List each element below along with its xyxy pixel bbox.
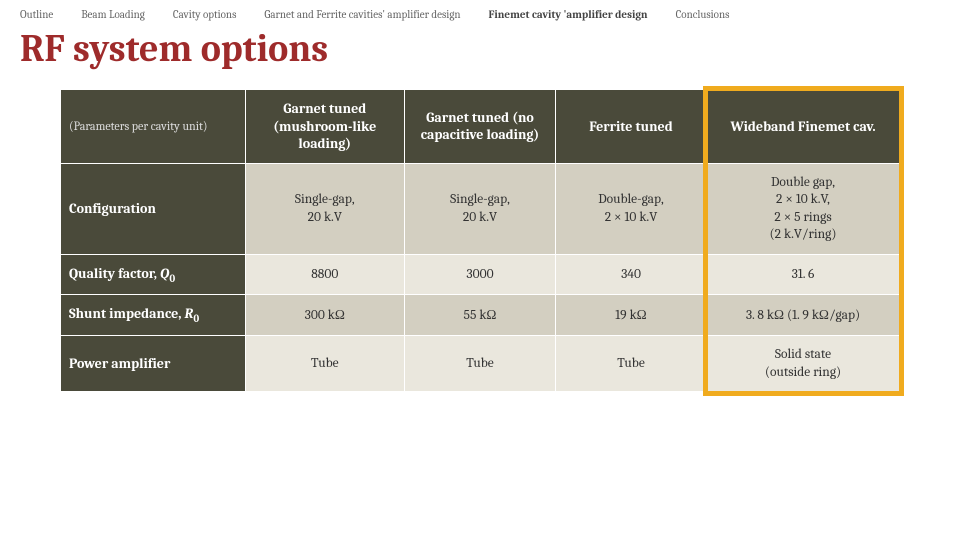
- table-row: Shunt impedance, R0300 kΩ55 kΩ19 kΩ3. 8 …: [61, 295, 900, 336]
- table-row: Quality factor, Q08800300034031. 6: [61, 254, 900, 295]
- table-cell: Double gap,2 × 10 k.V,2 × 5 rings(2 k.V/…: [707, 163, 900, 254]
- nav-item-finemet[interactable]: Finemet cavity 'amplifier design: [475, 8, 662, 21]
- table-cell: Single-gap,20 k.V: [404, 163, 555, 254]
- rf-options-table: (Parameters per cavity unit) Garnet tune…: [60, 89, 900, 392]
- table-cell: Tube: [245, 336, 404, 392]
- col-header-3: Wideband Finemet cav.: [707, 90, 900, 164]
- table-cell: 300 kΩ: [245, 295, 404, 336]
- col-header-1: Garnet tuned (no capacitive loading): [404, 90, 555, 164]
- nav-item-outline[interactable]: Outline: [20, 8, 67, 21]
- row-header: Shunt impedance, R0: [61, 295, 246, 336]
- table-row: ConfigurationSingle-gap,20 k.VSingle-gap…: [61, 163, 900, 254]
- table-cell: Tube: [556, 336, 707, 392]
- table-cell: Single-gap,20 k.V: [245, 163, 404, 254]
- table-cell: 340: [556, 254, 707, 295]
- row-header: Quality factor, Q0: [61, 254, 246, 295]
- table-cell: 31. 6: [707, 254, 900, 295]
- table-cell: Double-gap,2 × 10 k.V: [556, 163, 707, 254]
- row-header: Configuration: [61, 163, 246, 254]
- table-cell: 55 kΩ: [404, 295, 555, 336]
- breadcrumb-nav: Outline Beam Loading Cavity options Garn…: [0, 0, 960, 25]
- table-corner-label: (Parameters per cavity unit): [61, 90, 246, 164]
- table-cell: Tube: [404, 336, 555, 392]
- table-cell: 8800: [245, 254, 404, 295]
- table-cell: 3000: [404, 254, 555, 295]
- nav-item-beam-loading[interactable]: Beam Loading: [67, 8, 159, 21]
- table-cell: 19 kΩ: [556, 295, 707, 336]
- col-header-2: Ferrite tuned: [556, 90, 707, 164]
- slide-title: RF system options: [0, 25, 960, 89]
- table-cell: Solid state(outside ring): [707, 336, 900, 392]
- row-header: Power amplifier: [61, 336, 246, 392]
- nav-item-cavity-options[interactable]: Cavity options: [159, 8, 251, 21]
- nav-item-conclusions[interactable]: Conclusions: [662, 8, 744, 21]
- table-cell: 3. 8 kΩ (1. 9 kΩ/gap): [707, 295, 900, 336]
- table-row: Power amplifierTubeTubeTubeSolid state(o…: [61, 336, 900, 392]
- table-container: (Parameters per cavity unit) Garnet tune…: [0, 89, 960, 392]
- col-header-0: Garnet tuned (mushroom-like loading): [245, 90, 404, 164]
- nav-item-garnet-ferrite[interactable]: Garnet and Ferrite cavities' amplifier d…: [250, 8, 474, 21]
